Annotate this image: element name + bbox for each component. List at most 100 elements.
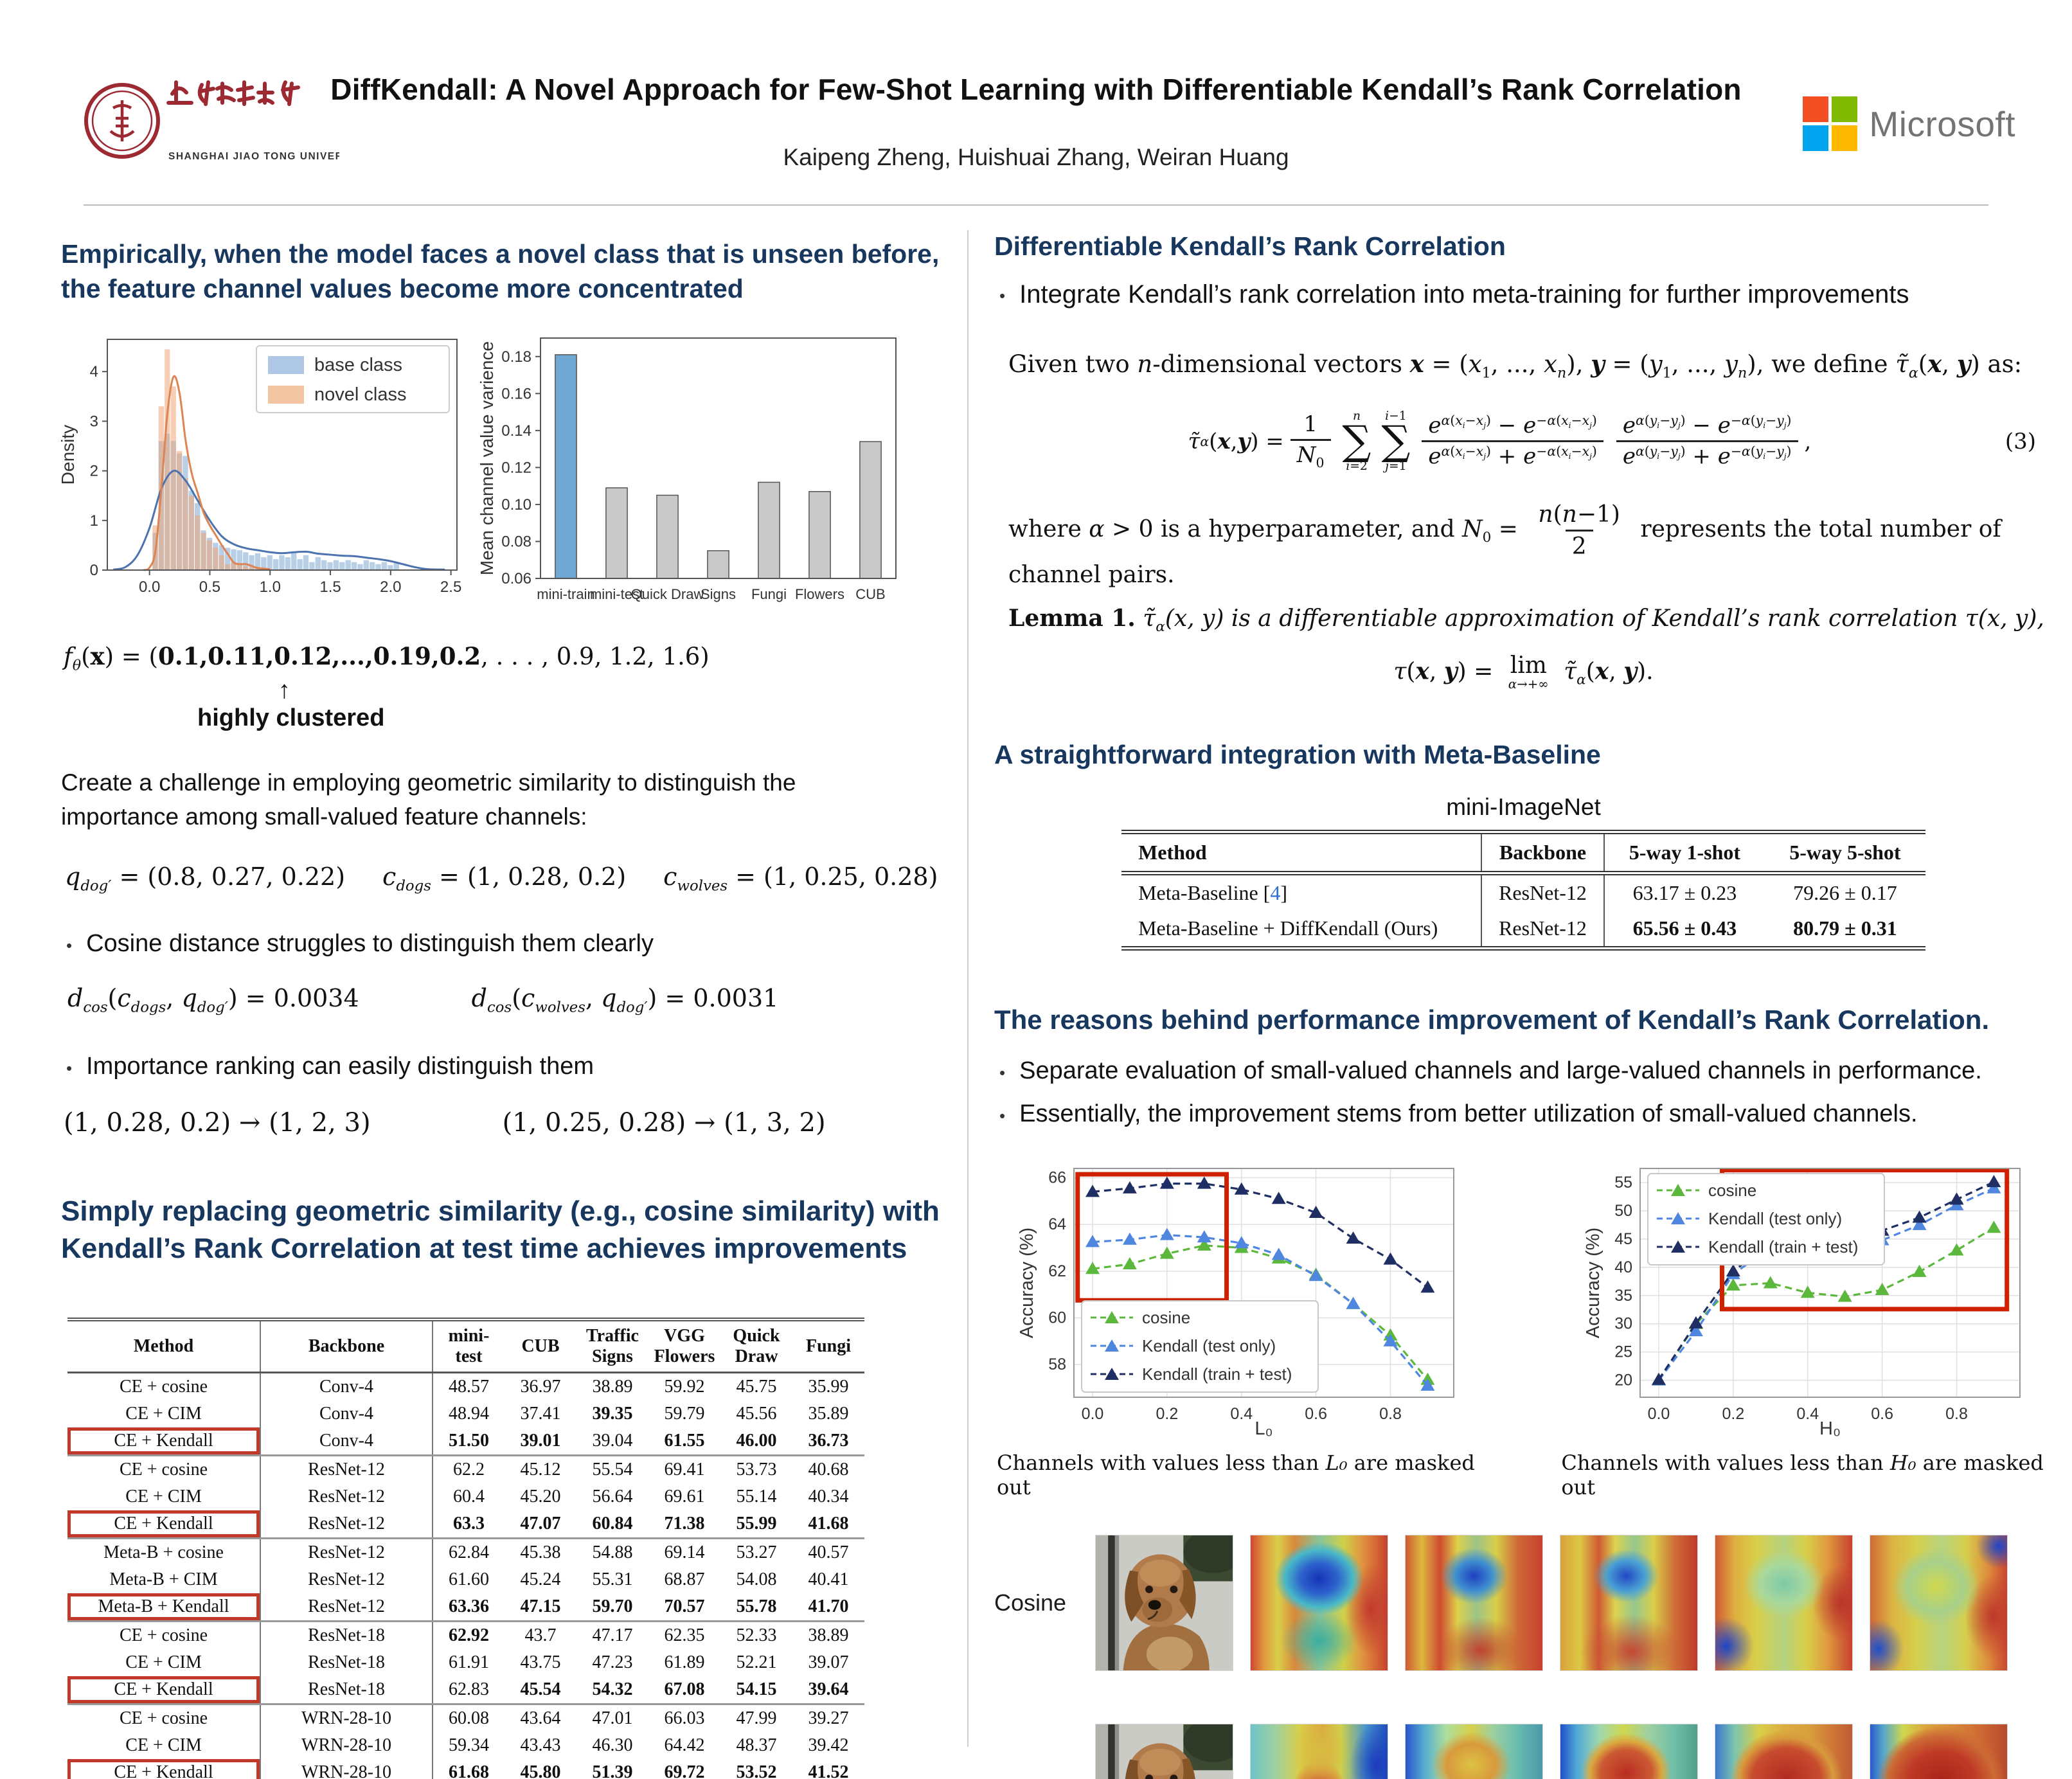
value-cell: 48.57 (449, 1377, 489, 1397)
right-heading-diffkendall: Differentiable Kendall’s Rank Correlatio… (994, 231, 1506, 261)
rank-map-equation-1: (1, 0.28, 0.2) → (1, 2, 3) (64, 1107, 371, 1138)
value-cell: 65.56 ± 0.43 (1603, 911, 1765, 951)
svg-text:0.5: 0.5 (199, 578, 220, 596)
svg-text:64: 64 (1048, 1215, 1066, 1233)
value-cell: 40.68 (792, 1454, 864, 1484)
value-cell: 52.33 (720, 1620, 792, 1650)
svg-text:Accuracy (%): Accuracy (%) (1584, 1227, 1603, 1337)
method-cell: Meta-B + cosine (67, 1537, 260, 1567)
svg-text:Kendall (train + test): Kendall (train + test) (1708, 1237, 1858, 1256)
poster-header: SHANGHAI JIAO TONG UNIVERSITY DiffKendal… (0, 0, 2072, 206)
kendall-method-cell-highlighted: CE + Kendall (67, 1759, 260, 1779)
value-cell: 43.75 (520, 1652, 561, 1673)
svg-text:50: 50 (1614, 1201, 1632, 1219)
svg-text:20: 20 (1614, 1371, 1632, 1389)
better-utilization-bullet: Essentially, the improvement stems from … (1019, 1100, 1918, 1128)
svg-text:0.12: 0.12 (501, 460, 531, 477)
dcos-dogs-equation: dcos(cdogs, qdog′) = 0.0034 (67, 983, 359, 1016)
table-row: CE + Kendall ResNet-18 62.83 45.54 54.32 67.0… (67, 1676, 864, 1704)
heatmap-image-k3 (1560, 1724, 1697, 1779)
column-header: Backbone (1481, 830, 1605, 876)
svg-text:45: 45 (1614, 1229, 1632, 1247)
svg-text:Signs: Signs (701, 586, 736, 602)
svg-text:66: 66 (1048, 1168, 1066, 1186)
backbone-cell: Conv-4 (260, 1427, 433, 1456)
svg-text:0.2: 0.2 (1722, 1405, 1745, 1423)
svg-text:1.0: 1.0 (260, 578, 281, 596)
value-cell: 43.43 (520, 1735, 561, 1756)
svg-text:0.0: 0.0 (1081, 1405, 1103, 1423)
backbone-cell: Conv-4 (260, 1372, 433, 1401)
value-cell: 53.73 (720, 1454, 792, 1484)
value-cell: 45.75 (736, 1377, 777, 1397)
value-cell: 39.27 (792, 1703, 864, 1733)
value-cell: 62.2 (433, 1454, 505, 1484)
backbone-cell: ResNet-12 (1481, 911, 1605, 951)
table-row: CE + cosine ResNet-18 62.92 43.7 47.17 62.35 5… (67, 1620, 864, 1650)
method-cell: CE + cosine (67, 1454, 260, 1484)
svg-text:Flowers: Flowers (795, 586, 844, 602)
table-row: Meta-Baseline [4] ResNet-12 63.17 ± 0.23 79… (1121, 873, 1925, 911)
value-cell: 41.68 (808, 1514, 849, 1534)
value-cell: 36.73 (808, 1431, 849, 1451)
left-heading-replace-similarity: Simply replacing geometric similarity (e… (61, 1195, 940, 1264)
hyperparameter-note: where α > 0 is a hyperparameter, and N0 … (1008, 501, 2001, 589)
h0-masking-line-chart: 20 25 30 35 40 45 50 55 0.0 0.2 0.4 0.6 0.8 H₀ Accurac… (1583, 1158, 2030, 1444)
value-cell: 47.99 (720, 1703, 792, 1733)
kendall-method-cell-highlighted: CE + Kendall (67, 1510, 260, 1539)
backbone-cell: ResNet-12 (260, 1566, 433, 1594)
value-cell: 66.03 (648, 1703, 720, 1733)
value-cell: 60.84 (592, 1514, 633, 1534)
highly-clustered-label: highly clustered (197, 704, 385, 731)
results-table-container: Method Backbone mini-test CUB Traffic Signs V… (61, 1318, 956, 1779)
header-divider (84, 204, 1988, 206)
svg-text:0: 0 (90, 562, 98, 579)
value-cell: 54.32 (592, 1679, 633, 1700)
svg-text:0.16: 0.16 (501, 386, 531, 403)
value-cell: 40.57 (792, 1537, 864, 1567)
backbone-cell: ResNet-18 (260, 1620, 433, 1650)
value-cell: 37.41 (520, 1404, 561, 1424)
separate-evaluation-bullet: Separate evaluation of small-valued chan… (1019, 1057, 1982, 1084)
backbone-cell: ResNet-12 (260, 1510, 433, 1539)
integrate-kendall-bullet: Integrate Kendall’s rank correlation int… (1019, 280, 1909, 309)
table-row: Meta-B + CIM ResNet-12 61.60 45.24 55.31 68.8… (67, 1566, 864, 1594)
q-dog-equation: qdog′ = (0.8, 0.27, 0.22) (65, 862, 346, 895)
bar-chart-svg: 0.06 0.08 0.10 0.12 0.14 0.16 0.18 mini-trainmi… (477, 337, 897, 602)
up-arrow-icon: ↑ (278, 676, 290, 704)
table-row: CE + cosine Conv-4 48.57 36.97 38.89 59.92 45.… (67, 1372, 864, 1401)
svg-text:Accuracy (%): Accuracy (%) (1017, 1227, 1037, 1337)
value-cell: 61.55 (664, 1431, 705, 1451)
value-cell: 62.35 (648, 1620, 720, 1650)
table-row: CE + Kendall WRN-28-10 61.68 45.80 51.39 69.7… (67, 1759, 864, 1779)
method-cell: Meta-Baseline + DiffKendall (Ours) (1121, 911, 1482, 951)
value-cell: 47.17 (576, 1620, 648, 1650)
bullet-icon: • (999, 286, 1006, 306)
heatmap-row-label: Kendall (994, 1778, 1078, 1779)
value-cell: 39.42 (808, 1735, 849, 1756)
value-cell: 45.56 (736, 1404, 777, 1424)
svg-text:CUB: CUB (855, 586, 885, 602)
backbone-cell: ResNet-12 (1481, 873, 1605, 911)
rank-map-equation-2: (1, 0.25, 0.28) → (1, 3, 2) (502, 1107, 826, 1138)
svg-text:0.6: 0.6 (1305, 1405, 1327, 1423)
value-cell: 67.08 (664, 1679, 705, 1700)
l0-masking-line-chart: 58 60 62 64 66 0.0 0.2 0.4 0.6 0.8 L₀ Accuracy (%) c… (1017, 1158, 1464, 1444)
right-heading-meta-baseline: A straightforward integration with Meta-… (994, 740, 1601, 770)
svg-text:0.4: 0.4 (1797, 1405, 1819, 1423)
backbone-cell: ResNet-18 (260, 1649, 433, 1677)
given-vectors-text: Given two n-dimensional vectors x = (x1,… (1008, 349, 2023, 381)
svg-text:2.0: 2.0 (380, 578, 401, 596)
l0-chart-caption: Channels with values less than L₀ are ma… (997, 1450, 1475, 1499)
value-cell: 47.23 (592, 1652, 633, 1673)
svg-text:cosine: cosine (1142, 1308, 1190, 1327)
value-cell: 63.3 (453, 1514, 485, 1534)
svg-text:Kendall (test only): Kendall (test only) (1142, 1336, 1276, 1355)
svg-text:2: 2 (90, 463, 98, 480)
table-row: CE + CIM WRN-28-10 59.34 43.43 46.30 64.42 48.… (67, 1732, 864, 1760)
backbone-cell: ResNet-12 (260, 1483, 433, 1511)
table-row: CE + Kendall Conv-4 51.50 39.01 39.04 61.55 46… (67, 1427, 864, 1456)
column-header: Quick Draw (720, 1318, 792, 1374)
value-cell: 61.91 (449, 1652, 489, 1673)
